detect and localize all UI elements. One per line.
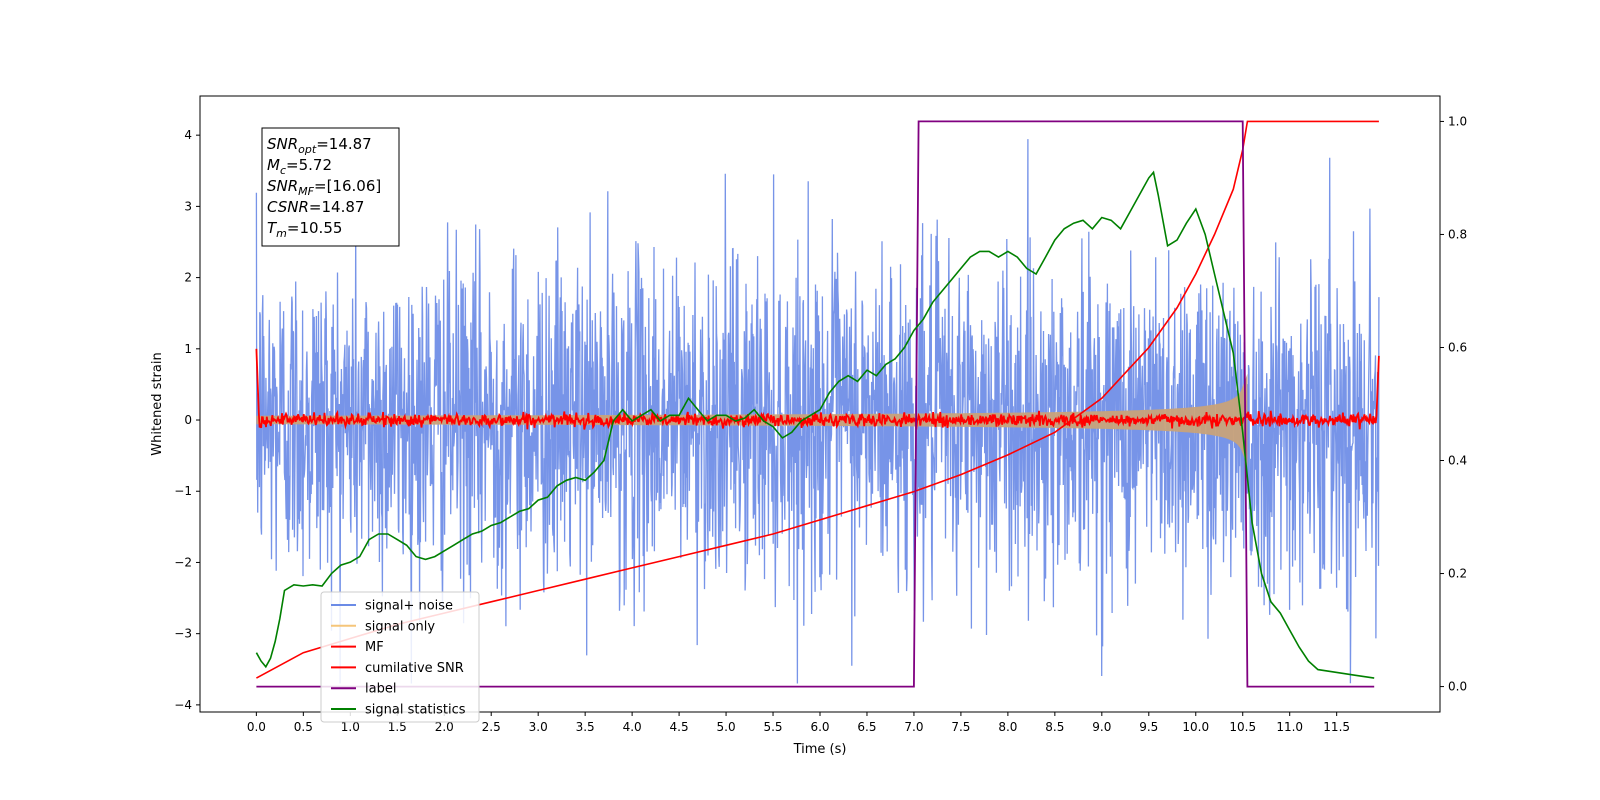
x-tick-label: 10.5 [1229, 720, 1256, 734]
annotation-line: SNRMF=[16.06] [267, 177, 381, 198]
annotation-value: =10.55 [287, 219, 343, 237]
series-label [256, 120, 1375, 688]
y-axis-right: 1.0 0.8 0.6 0.4 0.2 0.0 [1440, 114, 1467, 694]
y-right-tick-label: 0.2 [1448, 567, 1467, 581]
x-tick-label: 5.0 [717, 720, 736, 734]
y-left-tick-label: 0 [184, 413, 192, 427]
y-left-tick-label: 1 [184, 342, 192, 356]
x-tick-label: 4.5 [670, 720, 689, 734]
legend-frame [320, 591, 480, 723]
x-tick-label: 6.5 [857, 720, 876, 734]
x-tick-label: 7.0 [904, 720, 923, 734]
annotation-value: =14.87 [309, 198, 365, 216]
annotation-symbol: T [267, 219, 278, 237]
legend-label: signal only [365, 619, 435, 634]
x-tick-label: 2.0 [435, 720, 454, 734]
annotation-line: CSNR=14.87 [267, 198, 364, 216]
y-left-tick-label: −1 [174, 484, 192, 498]
y-right-tick-label: 0.4 [1448, 454, 1467, 468]
annotation-subscript: MF [298, 185, 314, 198]
annotation-subscript: opt [298, 143, 317, 156]
y-right-tick-label: 0.6 [1448, 340, 1467, 354]
series-signal-plus-noise [255, 139, 1380, 684]
y-left-tick-label: 2 [184, 271, 192, 285]
annotation-symbol: SNR [267, 177, 298, 195]
x-tick-label: 4.0 [623, 720, 642, 734]
y-axis-left: 4 3 2 1 0 −1 −2 −3 −4 [174, 128, 200, 712]
x-tick-label: 2.5 [482, 720, 501, 734]
x-axis-label: Time (s) [793, 742, 847, 757]
y-left-tick-label: 3 [184, 199, 192, 213]
y-right-tick-label: 0.8 [1448, 227, 1467, 241]
y-left-tick-label: 4 [184, 128, 192, 142]
x-tick-label: 9.0 [1092, 720, 1111, 734]
x-tick-label: 8.5 [1045, 720, 1064, 734]
y-axis-label: Whitened strain [150, 352, 165, 455]
x-tick-label: 0.5 [294, 720, 313, 734]
annotation-line: SNRopt=14.87 [267, 135, 372, 156]
x-tick-label: 11.0 [1276, 720, 1303, 734]
x-tick-label: 1.5 [388, 720, 407, 734]
annotation-symbol: CSNR [267, 198, 309, 216]
x-tick-label: 10.0 [1182, 720, 1209, 734]
y-right-tick-label: 0.0 [1448, 680, 1467, 694]
x-tick-label: 6.0 [810, 720, 829, 734]
annotation-frame [261, 127, 400, 247]
legend-label: signal+ noise [365, 599, 453, 614]
series-signal-statistics [255, 170, 1375, 679]
annotation-box: SNRopt=14.87Mc=5.72SNRMF=[16.06]CSNR=14.… [261, 127, 400, 247]
x-tick-label: 7.5 [951, 720, 970, 734]
x-tick-label: 8.0 [998, 720, 1017, 734]
annotation-value: =5.72 [286, 156, 332, 174]
annotation-subscript: c [280, 164, 286, 177]
annotation-symbol: SNR [267, 135, 298, 153]
x-tick-label: 5.5 [763, 720, 782, 734]
legend-label: MF [365, 640, 384, 655]
x-tick-label: 11.5 [1323, 720, 1350, 734]
x-tick-label: 9.5 [1139, 720, 1158, 734]
annotation-subscript: m [276, 227, 287, 240]
x-axis: 0.0 0.5 1.0 1.5 2.0 2.5 3.0 3.5 4.0 4.5 5.0 5.5 6.0 6… [247, 712, 1350, 734]
legend-label: cumilative SNR [365, 661, 464, 676]
y-right-tick-label: 1.0 [1448, 114, 1467, 128]
x-tick-label: 3.0 [529, 720, 548, 734]
legend-label: label [365, 682, 396, 697]
x-tick-label: 3.5 [576, 720, 595, 734]
annotation-value: =[16.06] [314, 177, 381, 195]
y-left-tick-label: −2 [174, 555, 192, 569]
x-tick-label: 0.0 [247, 720, 266, 734]
annotation-symbol: M [267, 156, 280, 174]
x-tick-label: 1.0 [341, 720, 360, 734]
series-mf [255, 348, 1380, 430]
y-left-tick-label: −4 [174, 698, 192, 712]
annotation-line: Mc=5.72 [267, 156, 332, 177]
annotation-line: Tm=10.55 [267, 219, 342, 240]
legend-label: signal statistics [365, 703, 466, 718]
legend: signal+ noise signal only MF cumilative SNR… [320, 591, 480, 723]
y-left-tick-label: −3 [174, 627, 192, 641]
annotation-value: =14.87 [316, 135, 372, 153]
